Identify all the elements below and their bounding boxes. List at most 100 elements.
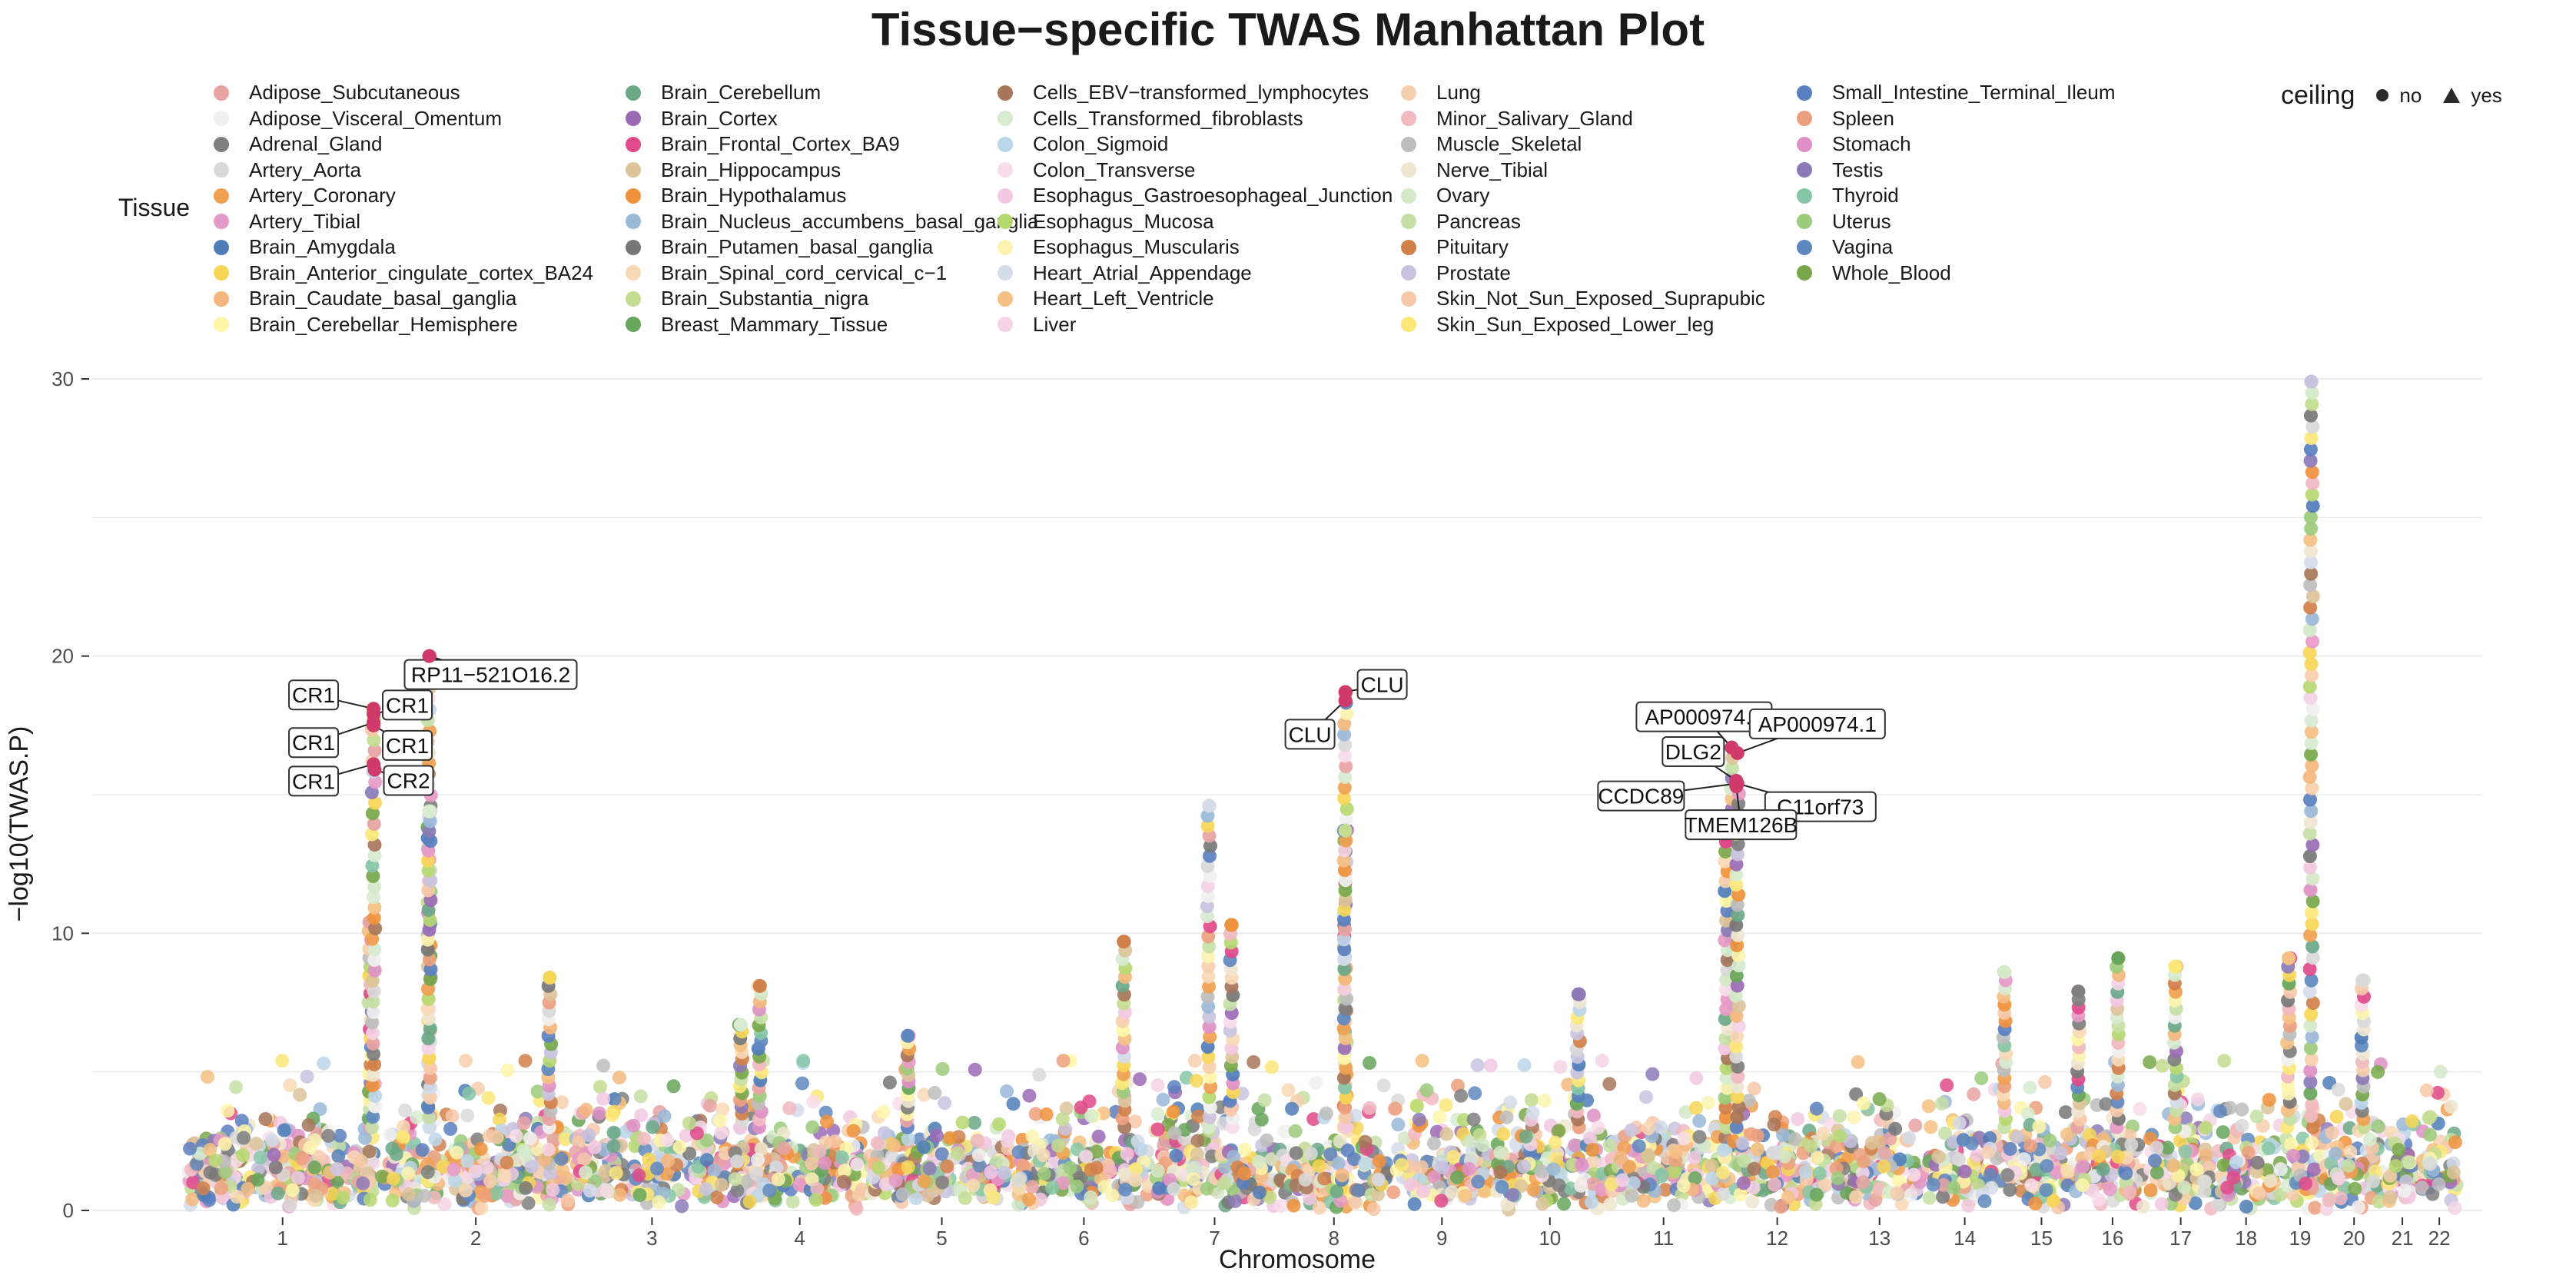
x-tick-label: 21 <box>2392 1227 2414 1250</box>
data-point <box>2307 1162 2322 1177</box>
data-point <box>1129 1162 1144 1177</box>
data-point <box>237 1131 251 1145</box>
tissue-legend-item: Testis <box>1789 158 2116 184</box>
data-point <box>183 1141 198 1156</box>
data-point <box>459 1184 473 1197</box>
x-tick-label: 9 <box>1436 1227 1447 1250</box>
data-point <box>1552 1178 1566 1193</box>
data-point <box>1575 1157 1589 1172</box>
data-point <box>477 1189 492 1204</box>
data-point <box>888 1174 903 1188</box>
data-point <box>1169 1148 1183 1163</box>
data-point <box>401 1166 416 1180</box>
tissue-legend-label: Uterus <box>1832 209 1891 233</box>
data-point <box>1187 1054 1202 1068</box>
data-point <box>587 1140 602 1154</box>
ceiling-yes-triangle-icon <box>2443 88 2461 103</box>
data-point <box>2405 1114 2419 1128</box>
data-point <box>1185 1161 1200 1176</box>
tissue-color-swatch-icon <box>626 265 641 281</box>
data-point <box>1388 1101 1403 1116</box>
x-tick-label: 15 <box>2030 1227 2053 1250</box>
data-point <box>2003 1141 2017 1156</box>
tissue-legend-item: Adipose_Subcutaneous <box>206 80 593 106</box>
data-point <box>333 1128 347 1143</box>
data-point <box>290 1170 305 1185</box>
data-point <box>2039 1183 2053 1197</box>
data-point <box>1190 1147 1204 1161</box>
data-point <box>2017 1152 2031 1167</box>
data-point <box>1890 1186 1904 1200</box>
x-tick-label: 14 <box>1954 1227 1976 1250</box>
data-point <box>2023 1081 2037 1095</box>
data-point <box>1090 1144 1104 1159</box>
data-point <box>1574 1178 1588 1193</box>
peak-top-point <box>2282 951 2296 965</box>
x-tick-label: 12 <box>1766 1227 1788 1250</box>
data-point <box>541 1142 556 1157</box>
x-tick-label: 20 <box>2343 1227 2365 1250</box>
data-point <box>301 1117 316 1132</box>
data-point <box>218 1164 232 1179</box>
data-point <box>258 1112 273 1127</box>
tissue-legend-label: Cells_EBV−transformed_lymphocytes <box>1033 81 1369 105</box>
data-point <box>2329 1110 2344 1124</box>
ceiling-no-label: no <box>2399 83 2422 107</box>
data-point <box>1366 1202 1381 1217</box>
data-point <box>958 1190 972 1205</box>
data-point <box>1689 1071 1704 1085</box>
data-point <box>626 1118 641 1133</box>
x-tick-label: 19 <box>2289 1227 2311 1250</box>
tissue-legend-item: Stomach <box>1789 131 2116 158</box>
data-point <box>1024 1180 1039 1194</box>
data-point <box>1765 1146 1780 1160</box>
data-point <box>1150 1077 1165 1092</box>
data-point <box>1051 1138 1066 1153</box>
data-point <box>928 1086 942 1100</box>
data-point <box>1747 1081 1761 1096</box>
data-point <box>1584 1195 1598 1210</box>
data-point <box>1517 1058 1532 1072</box>
data-point <box>2348 1181 2362 1196</box>
data-point <box>1056 1176 1071 1190</box>
data-point <box>229 1080 243 1094</box>
x-tick-label: 18 <box>2235 1227 2257 1250</box>
data-point <box>593 1080 607 1094</box>
data-point <box>2226 1170 2241 1185</box>
data-point <box>2149 1141 2164 1155</box>
data-point <box>443 1121 458 1136</box>
gene-label: RP11−521O16.2 <box>403 649 578 690</box>
data-point <box>577 1152 592 1167</box>
data-point <box>1376 1078 1391 1093</box>
data-point <box>1591 1121 1605 1135</box>
tissue-legend-item: Skin_Not_Sun_Exposed_Suprapubic <box>1393 286 1765 312</box>
data-point <box>1466 1112 1481 1127</box>
labeled-gene-point <box>1730 745 1744 760</box>
data-point <box>751 1153 765 1167</box>
data-point <box>555 1163 569 1177</box>
data-point <box>1804 1139 1818 1154</box>
data-point <box>609 1166 623 1180</box>
data-point <box>317 1056 331 1071</box>
peak-top-point <box>2071 985 2086 999</box>
data-point <box>712 1114 727 1128</box>
data-point <box>1768 1177 1782 1192</box>
data-point <box>699 1182 713 1197</box>
data-point <box>1615 1173 1630 1187</box>
data-point <box>1535 1197 1550 1211</box>
tissue-legend-label: Liver <box>1033 312 1077 336</box>
data-point <box>401 1187 416 1201</box>
data-point <box>524 1159 539 1174</box>
data-point <box>2032 1119 2047 1134</box>
data-point <box>605 1107 619 1122</box>
data-point <box>606 1125 621 1140</box>
data-point <box>1200 1181 1214 1196</box>
data-point <box>1105 1188 1120 1203</box>
data-point <box>1716 1187 1731 1201</box>
data-point <box>730 1183 745 1197</box>
data-point <box>1456 1113 1471 1127</box>
data-point <box>383 1127 397 1142</box>
data-point <box>966 1178 981 1193</box>
gene-label-text: CR1 <box>386 734 429 758</box>
tissue-legend-item: Vagina <box>1789 234 2116 261</box>
